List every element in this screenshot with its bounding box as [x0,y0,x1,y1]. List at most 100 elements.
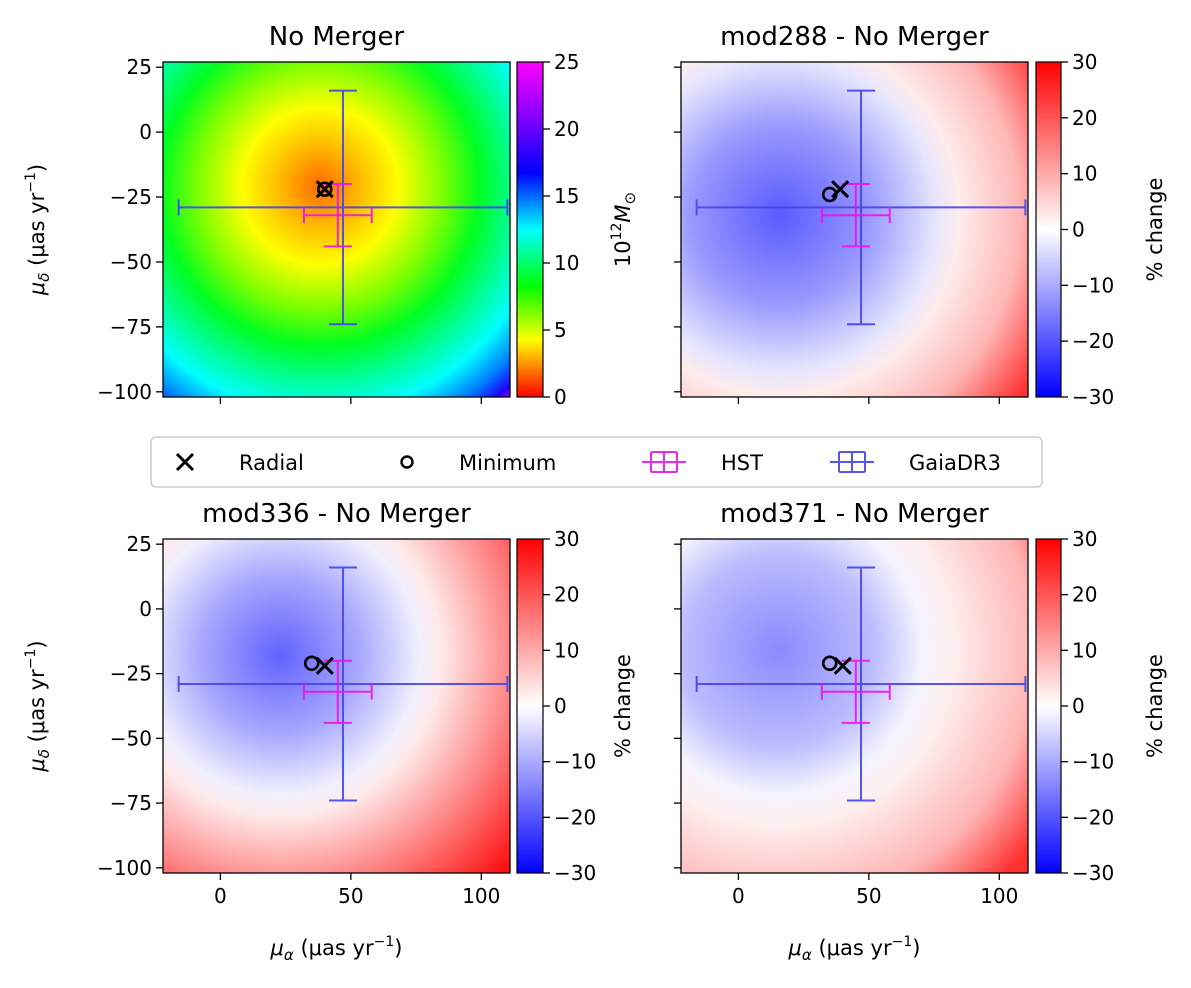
colorbar-tick-label: 0 [1072,218,1085,242]
gaia-errorbar [177,89,509,326]
legend-item-gaiadr3: GaiaDR3 [830,451,1001,475]
minimum-marker [821,655,838,672]
colorbar-label: % change [1143,178,1167,282]
panel-title: No Merger [269,22,405,52]
colorbar-tick-label: 10 [1072,162,1097,186]
x-tick-label: 100 [980,884,1018,908]
gaia-errorbar [695,89,1027,326]
colorbar-tick-label: 10 [1072,638,1097,662]
plot-frame [162,538,511,874]
y-axis-label: μδ (μas yr−1) [23,640,53,772]
panel-3: 0 50 100 25 0 −25 −50 −75 −100 mod336 - No Merger… [23,499,635,964]
colorbar-tick-label: 20 [554,117,579,141]
hst-errorbar [820,183,891,248]
minimum-marker [316,181,333,198]
y-tick-label: −50 [110,250,152,274]
y-tick-label: −25 [110,662,152,686]
hst-errorbar [820,659,891,724]
x-axis-label: μα (μas yr−1) [788,934,921,964]
colorbar-tick-label: −10 [1072,273,1114,297]
y-axis-label: μδ (μas yr−1) [23,164,53,296]
colorbar: 30 20 10 0 −10 −20 −30 % change [1035,527,1167,885]
colorbar-tick-label: 20 [1072,106,1097,130]
colorbar-label: % change [1143,654,1167,758]
colorbar-tick-label: −20 [554,805,596,829]
plot-frame [680,61,1029,398]
colorbar-tick-label: −10 [1072,750,1114,774]
x-axis-label: μα (μas yr−1) [270,934,403,964]
gaia-errorbar [695,566,1027,802]
y-tick-label: 25 [127,532,152,556]
legend-item-radial: Radial [175,451,304,475]
y-tick-label: −100 [97,856,152,880]
y-tick-label: −75 [110,315,152,339]
colorbar-bar [1035,538,1062,874]
colorbar: 30 20 10 0 −10 −20 −30 % change [516,527,635,885]
y-tick-label: 0 [139,597,152,621]
y-tick-label: −100 [97,380,152,404]
errorbar-icon [830,451,874,473]
x-icon [175,452,195,472]
colorbar-tick-label: 0 [554,694,567,718]
plot-frame [162,61,511,398]
legend: Radial Minimum HST GaiaDR3 [150,436,1043,488]
radial-marker [315,180,334,199]
colorbar-label: 1012M⊙ [609,192,639,267]
colorbar-bar [516,538,544,874]
panel-1: 25 0 −25 −50 −75 −100 No Merger μδ (μas yr−1) 25… [23,22,639,409]
heatmap-field [163,62,510,397]
radial-marker [831,180,850,199]
colorbar-tick-label: −20 [1072,805,1114,829]
panel-title: mod288 - No Merger [720,22,989,52]
colorbar-tick-label: 20 [554,583,579,607]
gaia-errorbar [177,566,509,802]
colorbar-tick-label: 30 [1072,50,1097,74]
legend-label: Minimum [459,451,556,475]
colorbar-bar [516,61,544,398]
y-tick-label: −50 [110,726,152,750]
panel-4: 0 50 100 mod371 - No Merger μα (μas yr−1) 30 2… [674,499,1167,964]
y-tick-label: −75 [110,791,152,815]
colorbar-tick-label: 5 [554,318,567,342]
colorbar-tick-label: 0 [554,385,567,409]
colorbar-tick-label: 30 [1072,527,1097,551]
legend-label: GaiaDR3 [909,451,1001,475]
x-tick-label: 50 [856,884,881,908]
colorbar-tick-label: −30 [554,861,596,885]
colorbar-tick-label: 30 [554,527,579,551]
colorbar-tick-label: 0 [1072,694,1085,718]
legend-item-minimum: Minimum [400,451,556,475]
panel-title: mod371 - No Merger [720,499,989,529]
colorbar-tick-label: −30 [1072,861,1114,885]
circle-icon [400,455,414,469]
y-tick-label: −25 [110,185,152,209]
legend-frame [150,436,1043,488]
heatmap-field [681,539,1028,873]
colorbar-tick-label: −20 [1072,329,1114,353]
minimum-marker [303,655,320,672]
panel-2: mod288 - No Merger 30 20 10 0 −10 −20 −30 % chan… [674,22,1167,409]
heatmap-field [163,539,510,873]
colorbar-tick-label: −10 [554,750,596,774]
colorbar: 30 20 10 0 −10 −20 −30 % change [1035,50,1167,409]
radial-marker [315,656,334,675]
x-tick-label: 100 [462,884,500,908]
colorbar-label: % change [611,654,635,758]
radial-marker [833,656,852,675]
plot-frame [680,538,1029,874]
panel-title: mod336 - No Merger [202,499,471,529]
colorbar-tick-label: −30 [1072,385,1114,409]
legend-label: HST [721,451,763,475]
colorbar: 25 20 15 10 5 0 1012M⊙ [516,50,639,409]
colorbar-bar [1035,61,1062,398]
colorbar-tick-label: 25 [554,50,579,74]
x-tick-label: 50 [338,884,363,908]
legend-label: Radial [239,451,304,475]
colorbar-tick-label: 15 [554,184,579,208]
colorbar-tick-label: 10 [554,251,579,275]
y-tick-label: 25 [127,55,152,79]
heatmap-field [681,62,1028,397]
colorbar-tick-label: 20 [1072,583,1097,607]
y-tick-label: 0 [139,120,152,144]
